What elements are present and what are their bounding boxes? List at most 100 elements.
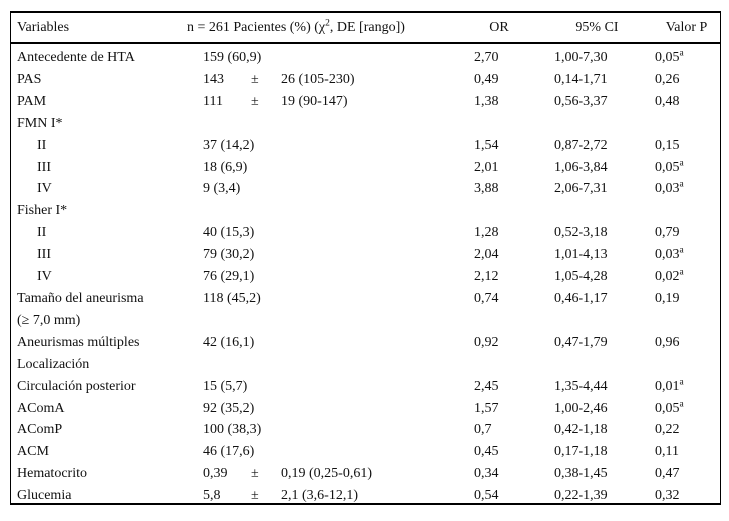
ci-cell: 1,00-2,46 [554,400,608,416]
variable-cell: II [11,222,187,244]
header-n-text: n = 261 Pacientes (%) (χ [187,19,326,35]
ci-cell: 0,47-1,79 [554,334,608,350]
variable-label: Circulación posterior [17,378,136,394]
or-cell [457,200,541,222]
variable-cell: PAS [11,69,187,91]
plus-minus-sign: ± [251,71,259,87]
p-value-cell: 0,96 [655,334,680,350]
significance-superscript: a [679,157,684,168]
statistics-table: Variables n = 261 Pacientes (%) (χ2, DE … [10,11,721,505]
table-row: Glucemia 5,8 ±2,1 (3,6-12,1) 0,54 0,22-1,39 0… [11,485,720,504]
p-value-cell [653,113,720,135]
variable-cell: IV [11,178,187,200]
significance-superscript: a [679,48,684,59]
ci-cell: 0,42-1,18 [554,422,608,438]
variable-label: ACM [17,444,49,460]
or-cell: 0,49 [474,71,499,87]
ci-cell: 1,06-3,84 [554,159,608,175]
or-cell: 3,88 [474,181,499,197]
sd-range-value: 19 (90-147) [281,93,348,109]
table-row: Antecedente de HTA 159 (60,9) 2,70 1,00-7,3… [11,47,720,69]
table-row: II 37 (14,2) 1,54 0,87-2,72 0,15 [11,135,720,157]
variable-cell: Antecedente de HTA [11,47,187,69]
n-patients-cell: 37 (14,2) [203,137,255,153]
table-row: AComP 100 (38,3) 0,7 0,42-1,18 0,22 [11,419,720,441]
or-cell: 2,70 [474,50,499,65]
variable-cell: Circulación posterior [11,376,187,398]
mean-value: 143 [203,71,224,87]
mean-value: 111 [203,93,223,109]
ci-cell: 2,06-7,31 [554,181,608,197]
n-patients-cell: 79 (30,2) [203,247,255,263]
p-value-cell: 0,47 [655,466,680,482]
n-patients-cell: 40 (15,3) [203,225,255,241]
variable-cell: Tamaño del aneurisma (≥ 7,0 mm) [11,288,187,332]
header-p-value: Valor P [665,19,708,35]
variable-label: Aneurismas múltiples [17,334,140,350]
plus-minus-sign: ± [251,466,259,482]
or-cell: 2,12 [474,269,499,285]
variable-cell: Glucemia [11,485,187,504]
p-value-cell [653,354,720,376]
n-patients-cell: 42 (16,1) [203,334,255,350]
mean-value: 5,8 [203,488,221,504]
table-row: Aneurismas múltiples 42 (16,1) 0,92 0,47-1,… [11,332,720,354]
significance-superscript: a [679,267,684,278]
p-value-cell: 0,02a [655,267,684,285]
variable-label: III [37,159,51,175]
ci-cell: 0,46-1,17 [554,290,608,306]
variable-label: PAS [17,71,42,87]
variable-label: Tamaño del aneurisma [17,290,144,306]
table-row: Localización [11,354,720,376]
n-patients-cell: 46 (17,6) [203,444,255,460]
n-patients-cell: 9 (3,4) [203,181,241,197]
ci-cell: 0,52-3,18 [554,225,608,241]
variable-label: Fisher I* [17,203,68,219]
n-patients-cell: 92 (35,2) [203,400,255,416]
or-cell [457,113,541,135]
variable-label: AComP [17,422,63,438]
variable-cell: AComA [11,398,187,420]
variable-label: II [37,137,47,153]
significance-superscript: a [679,245,684,256]
ci-cell: 0,14-1,71 [554,71,608,87]
n-patients-cell: 5,8 ±2,1 (3,6-12,1) [187,485,457,504]
ci-cell: 0,87-2,72 [554,137,608,153]
variable-cell: AComP [11,419,187,441]
table-row: PAM 111 ±19 (90-147) 1,38 0,56-3,37 0,48 [11,91,720,113]
or-cell: 0,45 [474,444,499,460]
header-ci: 95% CI [575,19,619,35]
variable-cell: Hematocrito [11,463,187,485]
sd-range-value: 0,19 (0,25-0,61) [281,466,372,482]
or-cell: 1,54 [474,137,499,153]
table-row: IV 76 (29,1) 2,12 1,05-4,28 0,02a [11,266,720,288]
significance-superscript: a [679,179,684,190]
variable-cell: III [11,157,187,179]
n-patients-cell [187,113,457,135]
variable-label: Glucemia [17,488,72,504]
p-value-cell: 0,05a [655,398,684,416]
table-row: AComA 92 (35,2) 1,57 1,00-2,46 0,05a [11,398,720,420]
variable-label-line2: (≥ 7,0 mm) [17,312,81,328]
p-value-cell: 0,32 [655,488,680,504]
ci-cell: 0,56-3,37 [554,93,608,109]
table-row: II 40 (15,3) 1,28 0,52-3,18 0,79 [11,222,720,244]
or-cell: 1,57 [474,400,499,416]
ci-cell: 1,05-4,28 [554,269,608,285]
variable-cell: ACM [11,441,187,463]
variable-label: Antecedente de HTA [17,50,135,65]
ci-cell: 0,22-1,39 [554,488,608,504]
p-value-cell: 0,11 [655,444,679,460]
mean-value: 0,39 [203,466,228,482]
p-value-cell: 0,15 [655,137,680,153]
table-header-row: Variables n = 261 Pacientes (%) (χ2, DE … [11,13,720,44]
variable-label: FMN I* [17,115,63,131]
n-patients-cell: 143 ±26 (105-230) [187,69,457,91]
significance-superscript: a [679,376,684,387]
variable-label: Hematocrito [17,466,87,482]
p-value-cell: 0,22 [655,422,680,438]
ci-cell [541,354,653,376]
or-cell: 0,34 [474,466,499,482]
ci-cell [541,200,653,222]
